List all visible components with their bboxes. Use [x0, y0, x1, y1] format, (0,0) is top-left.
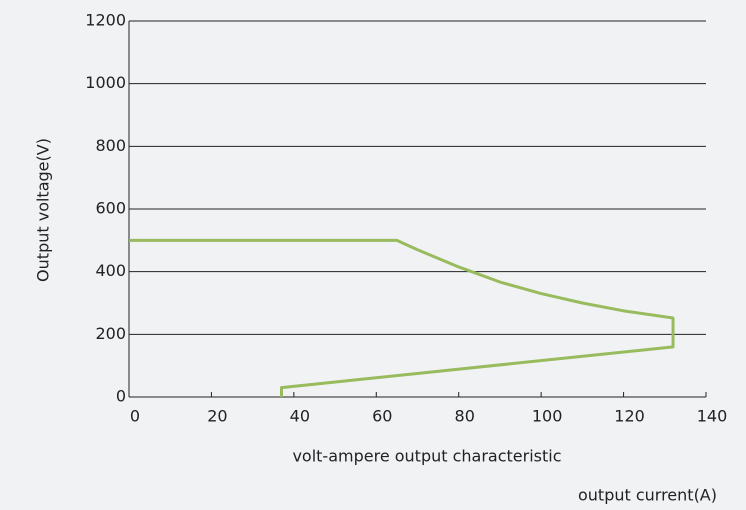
x-tick-label: 20	[207, 407, 227, 426]
x-tick-label: 140	[697, 407, 728, 426]
x-tick-label: 100	[532, 407, 563, 426]
y-tick-label: 0	[116, 387, 126, 406]
y-tick-label: 200	[95, 324, 126, 343]
y-tick-label: 800	[95, 136, 126, 155]
x-axis-label: output current(A)	[578, 486, 717, 505]
x-tick-label: 60	[372, 407, 392, 426]
chart-title: volt-ampere output characteristic	[292, 447, 561, 466]
x-tick-label: 120	[614, 407, 645, 426]
x-tick-label: 80	[455, 407, 475, 426]
y-axis-label: Output voltage(V)	[34, 138, 53, 282]
y-tick-label: 1000	[85, 73, 126, 92]
x-tick-label: 0	[130, 407, 140, 426]
y-tick-label: 400	[95, 261, 126, 280]
data-line	[129, 238, 675, 397]
x-tick-label: 40	[290, 407, 310, 426]
y-tick-label: 600	[95, 199, 126, 218]
y-tick-label: 1200	[85, 11, 126, 30]
